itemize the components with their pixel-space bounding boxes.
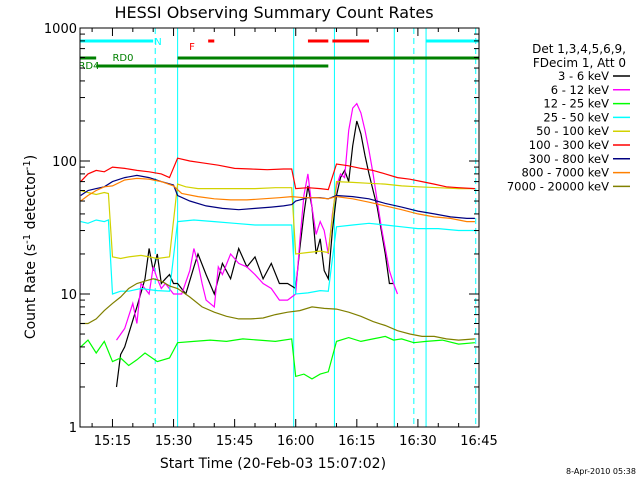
x-tick-label: 16:30 xyxy=(399,434,436,449)
series-line-800-7000-kev xyxy=(80,177,475,223)
legend-entry-label: 50 - 100 keV xyxy=(536,124,609,138)
x-tick-label: 16:15 xyxy=(338,434,375,449)
flag-label-rd4: RD4 xyxy=(78,61,99,72)
x-axis-label: Start Time (20-Feb-03 15:07:02) xyxy=(160,456,386,472)
legend-entry-label: 800 - 7000 keV xyxy=(521,166,609,180)
legend: Det 1,3,4,5,6,9,FDecim 1, Att 03 - 6 keV… xyxy=(507,42,630,193)
y-tick-label: 1000 xyxy=(44,22,77,37)
x-tick-label: 16:00 xyxy=(277,434,314,449)
flag-label-rd0: RD0 xyxy=(112,53,133,64)
x-tick-label: 15:30 xyxy=(155,434,192,449)
legend-entry-label: 7000 - 20000 keV xyxy=(507,179,609,193)
series-line-300-800-kev xyxy=(80,174,475,219)
series-line-3-6-kev xyxy=(115,120,394,388)
legend-entry-label: 25 - 50 keV xyxy=(543,110,609,124)
flag-label-n: N xyxy=(154,37,161,48)
y-tick-label: 10 xyxy=(60,288,77,303)
series-line-100-300-kev xyxy=(80,157,475,191)
series-line-6-12-kev xyxy=(116,102,399,341)
x-tick-label: 15:15 xyxy=(94,434,131,449)
legend-entry-label: 100 - 300 keV xyxy=(529,138,609,152)
flag-label-f: F xyxy=(189,42,195,53)
y-tick-label: 1 xyxy=(69,421,77,436)
axes: 15:15 15:30 15:45 16:00 16:15 16:30 16:45 1 10 10… xyxy=(44,22,498,449)
legend-entry-label: 300 - 800 keV xyxy=(529,152,609,166)
series-line-12-25-kev xyxy=(80,335,475,380)
date-stamp: 8-Apr-2010 05:38 xyxy=(566,467,636,476)
y-axis-label-sup1: -1 xyxy=(22,234,33,244)
legend-header-line: FDecim 1, Att 0 xyxy=(533,56,626,70)
y-tick-label: 100 xyxy=(52,155,77,170)
y-axis-label-main: Count Rate (s xyxy=(23,244,39,339)
y-axis-label-end: ) xyxy=(23,155,39,160)
x-tick-label: 16:45 xyxy=(460,434,497,449)
series-line-50-100-kev xyxy=(80,180,475,260)
chart-title: HESSI Observing Summary Count Rates xyxy=(114,3,433,22)
series-line-7000-20000-kev xyxy=(80,278,475,341)
plot-frame xyxy=(79,27,480,428)
legend-entry-label: 6 - 12 keV xyxy=(551,83,609,97)
series-lines xyxy=(80,102,475,388)
y-axis-label-mid: detector xyxy=(23,170,39,234)
legend-entry-label: 12 - 25 keV xyxy=(543,97,609,111)
attenuator-flags: N F RD0 RD4 xyxy=(78,37,479,72)
series-line-25-50-kev xyxy=(80,219,475,295)
legend-entry-label: 3 - 6 keV xyxy=(558,69,609,83)
x-tick-label: 15:45 xyxy=(216,434,253,449)
legend-header-line: Det 1,3,4,5,6,9, xyxy=(532,42,626,56)
y-axis-label-sup2: -1 xyxy=(22,160,33,170)
y-axis-label: Count Rate (s-1 detector-1) xyxy=(22,155,40,339)
